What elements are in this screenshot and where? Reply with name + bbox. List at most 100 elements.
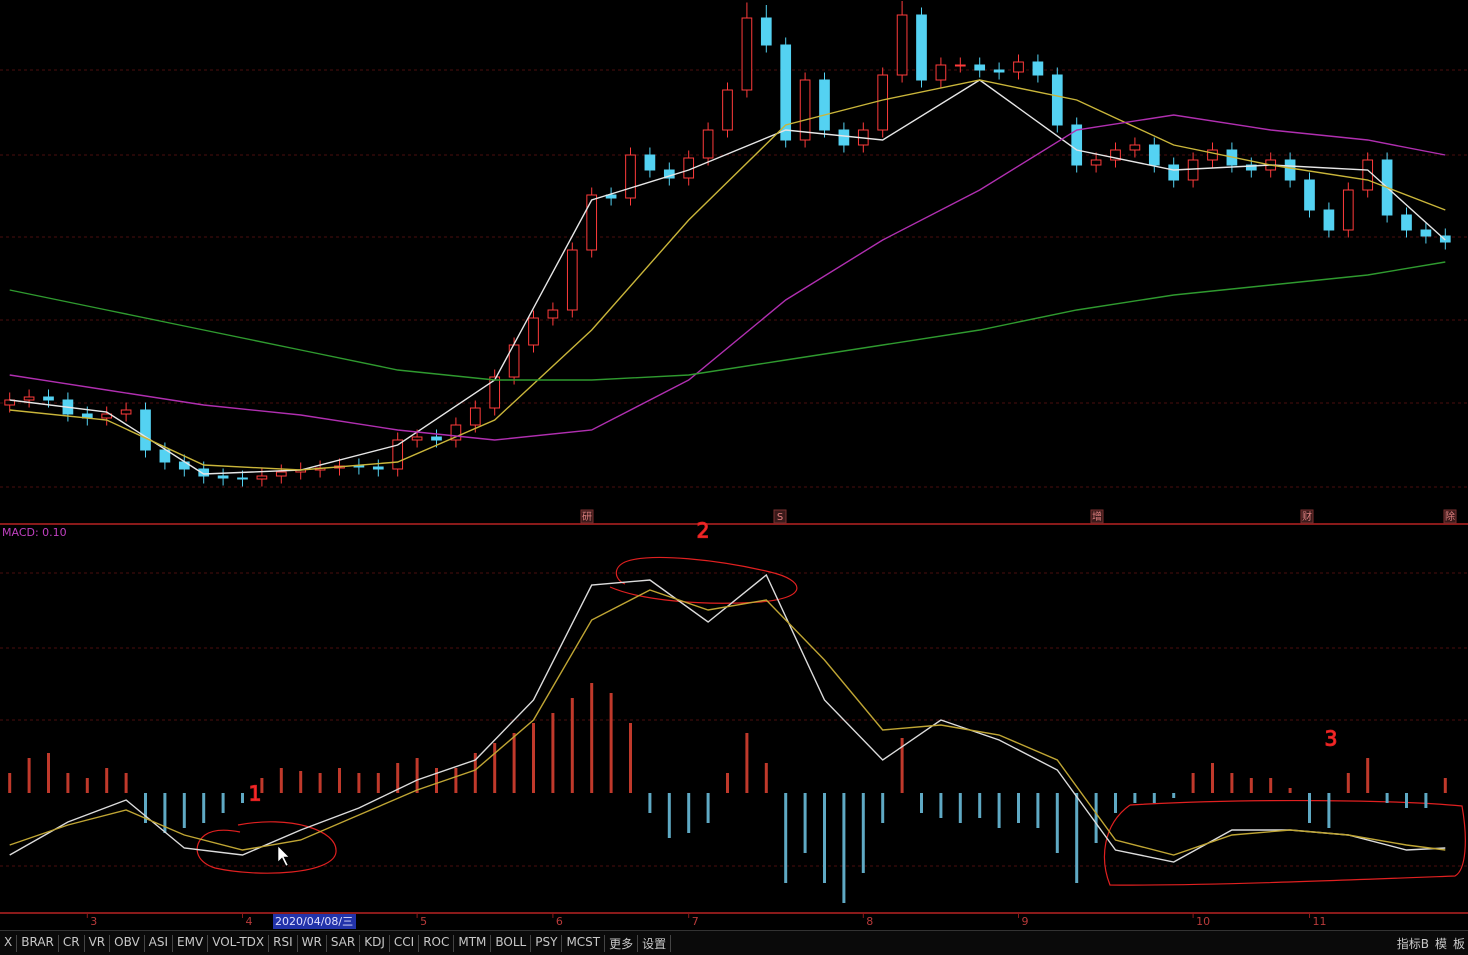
candle-body (1245, 164, 1257, 171)
candle-body (702, 129, 714, 159)
candle-body (1168, 164, 1180, 181)
event-marker: S (777, 512, 783, 523)
candle-body (1284, 159, 1296, 181)
candle-body (353, 465, 365, 468)
candle-body (993, 69, 1005, 73)
indicator-line (9, 261, 1446, 381)
indicator-line (9, 79, 1446, 471)
candle-body (1032, 61, 1044, 76)
candle-body (101, 413, 113, 419)
annotation-ellipse (609, 556, 798, 604)
indicator-tab[interactable]: MTM (454, 934, 492, 952)
indicator-tab[interactable]: CCI (390, 934, 420, 952)
candle-body (1439, 235, 1451, 243)
candle-body (411, 436, 423, 441)
candle-body (1323, 209, 1335, 231)
candle-body (838, 129, 850, 146)
indicator-tab[interactable]: RSI (269, 934, 298, 952)
event-marker-box (1090, 509, 1104, 524)
candle-body (1129, 144, 1141, 151)
candle-body (916, 14, 927, 81)
candle-body (1071, 124, 1083, 166)
candle-body (528, 317, 539, 346)
x-tick-label: 11 (1313, 915, 1327, 928)
candle-body (1420, 229, 1432, 237)
candle-body (198, 468, 210, 477)
x-tick-label: 8 (866, 915, 873, 928)
candle-body (799, 79, 811, 141)
candle-body (237, 477, 248, 480)
indicator-toolbar: X BRAR CR VR OBV ASI EMV VOL-TDX RSI WR SAR KDJ CCI R… (0, 930, 1468, 955)
indicator-tab[interactable]: WR (298, 934, 327, 952)
indicator-tab[interactable]: KDJ (360, 934, 390, 952)
event-marker: 研 (582, 511, 592, 523)
indicator-tab[interactable]: EMV (173, 934, 209, 952)
indicator-tab[interactable]: VR (85, 934, 111, 952)
event-marker: 财 (1302, 510, 1312, 523)
candle-body (23, 396, 35, 401)
candle-body (605, 194, 617, 199)
price-grid (0, 69, 1468, 867)
indicator-tab[interactable]: BRAR (17, 934, 59, 952)
toolbar-button[interactable]: 模 (1434, 936, 1447, 951)
indicator-tab[interactable]: VOL-TDX (208, 934, 270, 952)
x-tick-label: 7 (692, 915, 699, 928)
indicator-tab[interactable]: MCST (562, 934, 606, 952)
candle-body (877, 74, 889, 131)
candle-body (974, 64, 986, 71)
event-marker-box (1443, 509, 1457, 524)
candle-body (780, 44, 792, 141)
annotation-number: 1 (249, 782, 262, 806)
candle-body (1342, 189, 1354, 231)
candle-body (586, 194, 598, 251)
event-marker: 增 (1092, 510, 1102, 523)
background (0, 0, 1468, 930)
indicator-tab[interactable]: ROC (419, 934, 455, 952)
candle-body (1304, 179, 1315, 211)
indicator-tab[interactable]: PSY (531, 934, 563, 952)
candle-body (722, 89, 733, 131)
candle-body (1051, 74, 1063, 126)
x-tick-label: 10 (1196, 915, 1210, 928)
indicator-line (9, 589, 1446, 856)
candle-body (1362, 159, 1374, 191)
indicator-tab[interactable]: 设置 (638, 934, 672, 952)
candle-body (819, 79, 830, 131)
toolbar-button[interactable]: 指标B (1396, 936, 1429, 951)
indicator-tab[interactable]: ASI (145, 934, 174, 952)
x-tick-label: 3 (90, 915, 97, 928)
stock-chart: MACD: 0.10 1 2 3 研 S 增 财 除 3 4 5 6 7 8 9 10 11 2020/04/0… (0, 0, 1468, 930)
candle-body (256, 475, 268, 480)
event-marker-box (580, 509, 594, 524)
indicator-tab[interactable]: 更多 (605, 934, 639, 952)
candle-body (625, 154, 636, 199)
candle-body (469, 407, 481, 426)
candle-body (644, 154, 656, 171)
candle-body (566, 249, 578, 311)
annotation-ellipse (196, 821, 337, 874)
indicator-line (9, 114, 1446, 441)
indicator-tab[interactable]: BOLL (491, 934, 532, 952)
candle-body (954, 64, 966, 67)
indicator-tab[interactable]: OBV (110, 934, 145, 952)
annotation-number: 3 (1325, 727, 1338, 751)
annotations: 1 2 3 (196, 518, 1466, 886)
cursor-date-box (273, 914, 356, 929)
indicator-tab[interactable]: CR (59, 934, 85, 952)
candle-body (392, 439, 404, 470)
candle-body (1013, 61, 1024, 73)
candle-body (896, 14, 908, 76)
indicator-tab[interactable]: X (0, 934, 18, 952)
event-marker: 除 (1445, 510, 1455, 523)
annotation-ellipse (1104, 799, 1466, 886)
toolbar-button[interactable]: 板 (1452, 936, 1465, 951)
candle-body (1207, 149, 1218, 161)
candle-body (1110, 149, 1121, 161)
candle-body (43, 396, 54, 401)
candle-body (275, 471, 287, 477)
indicator-tab[interactable]: SAR (327, 934, 361, 952)
indicator-line (9, 79, 1446, 475)
x-tick-label: 6 (556, 915, 563, 928)
x-tick-label: 5 (420, 915, 427, 928)
candle-body (120, 409, 132, 415)
